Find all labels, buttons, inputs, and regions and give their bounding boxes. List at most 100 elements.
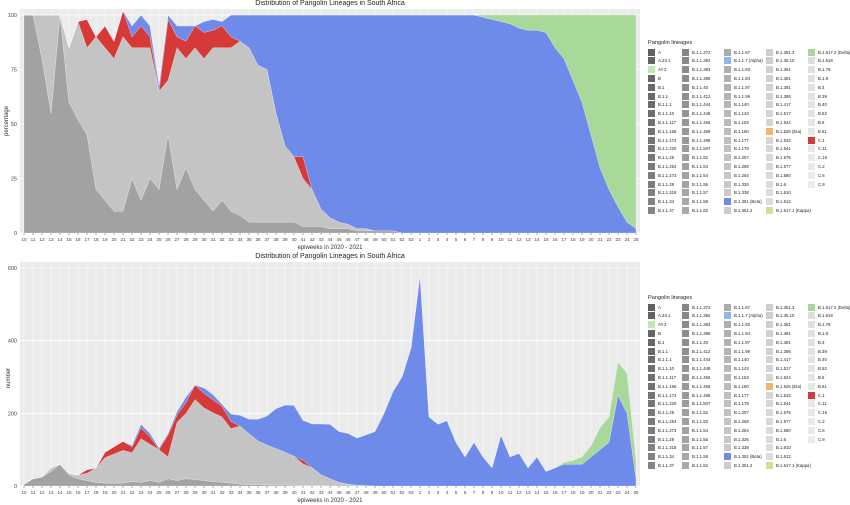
- legend-swatch: [766, 444, 773, 452]
- legend-label: B.1.1.97: [734, 84, 751, 90]
- legend-label: B.1.1.448: [692, 366, 711, 372]
- legend-label: A.23.1: [658, 58, 671, 64]
- legend-label: B.1.577: [776, 418, 791, 424]
- legend-item: B.1.78: [808, 321, 830, 329]
- x-tick-label: 17: [561, 490, 567, 495]
- legend-item: B.1.1.58: [682, 198, 708, 206]
- legend-label: B.1.1.7 (Alpha): [734, 313, 763, 319]
- legend-items-bottom: A A.23.1 AY.2 B B.1 B.1.1 B.1.1.1 B.1.1.10 B.1.1…: [648, 303, 850, 473]
- legend-item: B.1.258: [724, 417, 749, 425]
- x-tick-label: 19: [579, 237, 585, 242]
- legend-swatch: [682, 171, 689, 179]
- legend-swatch: [808, 171, 815, 179]
- legend-swatch: [808, 127, 815, 135]
- legend-swatch: [724, 48, 731, 56]
- legend-swatch: [808, 66, 815, 74]
- legend-swatch: [682, 162, 689, 170]
- x-tick-label: 47: [354, 237, 360, 242]
- x-tick-label: 4: [446, 237, 449, 242]
- legend-swatch: [682, 461, 689, 469]
- legend-label: C.9: [818, 181, 825, 187]
- legend-item: C.2: [808, 417, 825, 425]
- legend-label: B.1.1.40: [692, 339, 709, 345]
- legend-swatch: [648, 303, 655, 311]
- legend-label: B.1.326: [734, 436, 749, 442]
- legend-label: B.1.1.40: [692, 84, 709, 90]
- legend-item: B.1.258: [724, 162, 749, 170]
- x-tick-label: 35: [246, 490, 252, 495]
- legend-swatch: [724, 162, 731, 170]
- legend-swatch: [648, 461, 655, 469]
- legend-item: B.1.619: [808, 312, 833, 320]
- legend-label: B.3: [818, 84, 825, 90]
- legend-swatch: [766, 461, 773, 469]
- legend-label: B.1.6: [776, 181, 787, 187]
- legend-item: B.1.541: [766, 400, 791, 408]
- legend-item: B.1.1.254: [648, 417, 676, 425]
- legend-item: B.1.207: [724, 409, 749, 417]
- legend-item: B.1.1.67: [724, 303, 750, 311]
- legend-item: B.1.524: [766, 373, 791, 381]
- legend-item: B.1.1.99: [724, 347, 750, 355]
- x-tick-label: 20: [588, 490, 594, 495]
- x-tick-label: 13: [48, 237, 54, 242]
- x-tick-label: 42: [309, 237, 315, 242]
- legend-label: B.1.140: [734, 357, 749, 363]
- y-tick-label: 0: [14, 231, 17, 237]
- legend-label: B.1.1.99: [734, 348, 751, 354]
- legend-label: B.1.1.273: [658, 427, 677, 433]
- x-tick-label: 9: [491, 490, 494, 495]
- legend-label: B.1.338: [734, 445, 749, 451]
- legend-item: B.1.395: [766, 92, 791, 100]
- legend-item: B.52: [808, 110, 827, 118]
- legend-item: B.1.1.273: [648, 171, 676, 179]
- legend-swatch: [682, 426, 689, 434]
- legend-swatch: [724, 66, 731, 74]
- legend-swatch: [682, 409, 689, 417]
- legend-item: B.1.1.220: [648, 400, 676, 408]
- legend-item: B.1.575: [766, 154, 791, 162]
- legend-label: B.1.1.382: [692, 58, 711, 64]
- legend-label: B.1.1.220: [658, 146, 677, 152]
- legend-swatch: [724, 365, 731, 373]
- legend-item: B.1.610: [766, 444, 791, 452]
- legend-item: B.1.1.166: [648, 127, 676, 135]
- legend-label: B.1.78: [818, 322, 831, 328]
- legend-item: B.1.1.1: [648, 101, 672, 109]
- legend-label: AY.2: [658, 322, 667, 328]
- legend-label: B.1.1.220: [658, 401, 677, 407]
- legend-label: B.1.1.25: [658, 155, 675, 161]
- legend-label: B.1.351 (Beta): [734, 199, 762, 205]
- legend-label: B.1: [658, 339, 665, 345]
- legend-swatch: [724, 83, 731, 91]
- legend-swatch: [682, 83, 689, 91]
- x-tick-label: 19: [579, 490, 585, 495]
- legend-item: B.1.610: [766, 189, 791, 197]
- legend-label: B.1.533: [776, 137, 791, 143]
- x-tick-label: 37: [264, 490, 270, 495]
- legend-label: B.1.1.37: [658, 462, 675, 468]
- legend-label: B.1.525 (Eta): [776, 383, 802, 389]
- legend-swatch: [648, 409, 655, 417]
- legend-label: B.1.1.174: [658, 137, 677, 143]
- legend-swatch: [724, 373, 731, 381]
- legend-swatch: [648, 356, 655, 364]
- legend-label: B.1.1.62: [692, 207, 709, 213]
- legend-item: B.1.36.10: [766, 57, 794, 65]
- legend-item: B.1.1.383: [682, 66, 710, 74]
- legend-swatch: [808, 145, 815, 153]
- legend-label: B.1.8: [818, 330, 829, 336]
- legend-swatch: [808, 400, 815, 408]
- x-tick-label: 10: [498, 490, 504, 495]
- legend-swatch: [766, 373, 773, 381]
- legend-swatch: [682, 57, 689, 65]
- legend-item: C.6: [808, 171, 825, 179]
- legend-item: B.1.1.52: [682, 154, 708, 162]
- x-tick-label: 2: [428, 490, 431, 495]
- legend-swatch: [648, 180, 655, 188]
- x-tick-label: 23: [615, 490, 621, 495]
- x-tick-label: 45: [336, 237, 342, 242]
- legend-swatch: [648, 400, 655, 408]
- legend-label: B.1.575: [776, 410, 791, 416]
- legend-swatch: [808, 329, 815, 337]
